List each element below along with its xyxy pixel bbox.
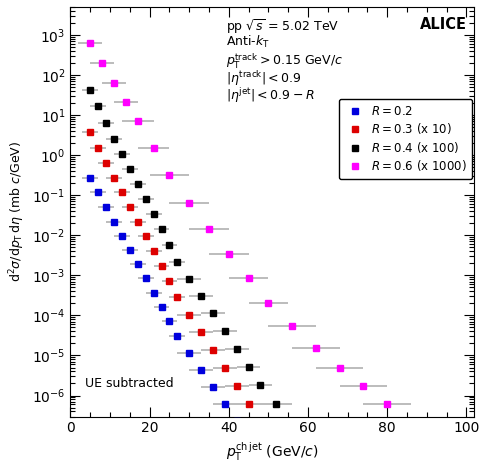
$R = 0.6$ (x 1000) (384, 402, 390, 407)
$R = 0.3$ (x 10) (87, 130, 93, 135)
$R = 0.4$ (x 100) (258, 382, 263, 387)
$R = 0.2$ (119, 233, 125, 238)
$R = 0.2$ (167, 318, 172, 324)
$R = 0.3$ (x 10) (258, 419, 263, 425)
$R = 0.2$ (210, 384, 216, 390)
$R = 0.6$ (x 1000) (440, 438, 446, 444)
$R = 0.6$ (x 1000) (337, 365, 342, 370)
$R = 0.3$ (x 10) (119, 189, 125, 195)
$R = 0.4$ (x 100) (167, 243, 172, 248)
$R = 0.6$ (x 1000) (313, 345, 319, 350)
$R = 0.3$ (x 10) (150, 248, 156, 253)
$R = 0.2$ (143, 276, 149, 281)
$R = 0.6$ (x 1000) (206, 226, 212, 232)
X-axis label: $p_{\mathrm{T}}^{\mathrm{ch\,jet}}$ (GeV/$c$): $p_{\mathrm{T}}^{\mathrm{ch\,jet}}$ (GeV… (226, 441, 318, 464)
$R = 0.6$ (x 1000) (99, 61, 105, 66)
$R = 0.3$ (x 10) (222, 365, 228, 371)
Legend: $R = 0.2$, $R = 0.3$ (x 10), $R = 0.4$ (x 100), $R = 0.6$ (x 1000): $R = 0.2$, $R = 0.3$ (x 10), $R = 0.4$ (… (339, 99, 472, 179)
$R = 0.6$ (x 1000) (135, 118, 141, 123)
$R = 0.3$ (x 10) (234, 383, 240, 389)
$R = 0.2$ (258, 451, 263, 457)
$R = 0.4$ (x 100) (174, 259, 180, 264)
Line: $R = 0.2$: $R = 0.2$ (87, 174, 458, 471)
$R = 0.4$ (x 100) (95, 104, 101, 109)
$R = 0.3$ (x 10) (167, 278, 172, 284)
$R = 0.4$ (x 100) (222, 328, 228, 334)
$R = 0.4$ (x 100) (103, 120, 109, 125)
Line: $R = 0.4$ (x 100): $R = 0.4$ (x 100) (87, 87, 458, 471)
Text: $|\eta^{\mathrm{jet}}| < 0.9 - R$: $|\eta^{\mathrm{jet}}| < 0.9 - R$ (226, 86, 315, 105)
$R = 0.2$ (87, 175, 93, 181)
$R = 0.4$ (x 100) (143, 196, 149, 202)
$R = 0.3$ (x 10) (187, 312, 192, 317)
Line: $R = 0.3$ (x 10): $R = 0.3$ (x 10) (87, 129, 458, 471)
$R = 0.6$ (x 1000) (289, 323, 295, 329)
$R = 0.3$ (x 10) (198, 329, 204, 335)
$R = 0.6$ (x 1000) (360, 383, 366, 389)
Text: $p_{\mathrm{T}}^{\mathrm{track}} > 0.15$ GeV/$c$: $p_{\mathrm{T}}^{\mathrm{track}} > 0.15$… (226, 52, 343, 71)
$R = 0.3$ (x 10) (159, 263, 165, 268)
Text: UE subtracted: UE subtracted (85, 377, 173, 390)
$R = 0.6$ (x 1000) (187, 200, 192, 206)
$R = 0.3$ (x 10) (127, 204, 133, 210)
$R = 0.2$ (273, 470, 279, 471)
Text: pp $\sqrt{s}$ = 5.02 TeV: pp $\sqrt{s}$ = 5.02 TeV (226, 17, 339, 36)
Text: Anti-$k_{\mathrm{T}}$: Anti-$k_{\mathrm{T}}$ (226, 34, 270, 50)
$R = 0.3$ (x 10) (135, 219, 141, 224)
$R = 0.4$ (x 100) (210, 310, 216, 316)
$R = 0.6$ (x 1000) (226, 251, 232, 256)
$R = 0.4$ (x 100) (159, 227, 165, 232)
$R = 0.4$ (x 100) (111, 136, 117, 141)
$R = 0.4$ (x 100) (187, 276, 192, 281)
$R = 0.3$ (x 10) (210, 347, 216, 353)
$R = 0.4$ (x 100) (119, 151, 125, 157)
$R = 0.3$ (x 10) (103, 160, 109, 165)
$R = 0.4$ (x 100) (87, 87, 93, 93)
$R = 0.2$ (103, 204, 109, 210)
$R = 0.6$ (x 1000) (111, 80, 117, 86)
$R = 0.3$ (x 10) (273, 439, 279, 445)
$R = 0.3$ (x 10) (95, 145, 101, 150)
$R = 0.6$ (x 1000) (265, 300, 271, 305)
$R = 0.6$ (x 1000) (150, 146, 156, 151)
Text: ALICE: ALICE (420, 17, 467, 32)
Line: $R = 0.6$ (x 1000): $R = 0.6$ (x 1000) (87, 40, 446, 444)
$R = 0.3$ (x 10) (174, 294, 180, 300)
$R = 0.4$ (x 100) (234, 346, 240, 351)
$R = 0.4$ (x 100) (333, 465, 338, 471)
$R = 0.2$ (95, 189, 101, 195)
$R = 0.2$ (174, 333, 180, 339)
$R = 0.2$ (187, 350, 192, 356)
$R = 0.4$ (x 100) (150, 211, 156, 217)
$R = 0.2$ (150, 290, 156, 295)
$R = 0.2$ (234, 418, 240, 424)
$R = 0.4$ (x 100) (273, 401, 279, 407)
$R = 0.3$ (x 10) (293, 461, 299, 466)
$R = 0.3$ (x 10) (245, 401, 251, 406)
$R = 0.4$ (x 100) (245, 364, 251, 369)
$R = 0.6$ (x 1000) (123, 99, 129, 105)
$R = 0.4$ (x 100) (313, 445, 319, 450)
$R = 0.4$ (x 100) (127, 166, 133, 171)
Text: $|\eta^{\mathrm{track}}| < 0.9$: $|\eta^{\mathrm{track}}| < 0.9$ (226, 69, 302, 88)
$R = 0.2$ (222, 402, 228, 407)
$R = 0.4$ (x 100) (293, 423, 299, 429)
$R = 0.6$ (x 1000) (167, 172, 172, 178)
$R = 0.6$ (x 1000) (87, 41, 93, 46)
$R = 0.2$ (198, 367, 204, 373)
$R = 0.3$ (x 10) (143, 233, 149, 239)
$R = 0.2$ (111, 219, 117, 224)
$R = 0.6$ (x 1000) (245, 276, 251, 281)
$R = 0.6$ (x 1000) (412, 420, 418, 425)
$R = 0.4$ (x 100) (198, 293, 204, 299)
$R = 0.2$ (245, 435, 251, 440)
$R = 0.2$ (127, 247, 133, 253)
$R = 0.2$ (135, 261, 141, 267)
Y-axis label: $\mathrm{d}^2\sigma/\mathrm{d}p_{\mathrm{T}}\,\mathrm{d}\eta$ (mb $c$/GeV): $\mathrm{d}^2\sigma/\mathrm{d}p_{\mathrm… (7, 141, 27, 283)
$R = 0.2$ (159, 304, 165, 309)
$R = 0.4$ (x 100) (135, 181, 141, 187)
$R = 0.3$ (x 10) (111, 175, 117, 180)
